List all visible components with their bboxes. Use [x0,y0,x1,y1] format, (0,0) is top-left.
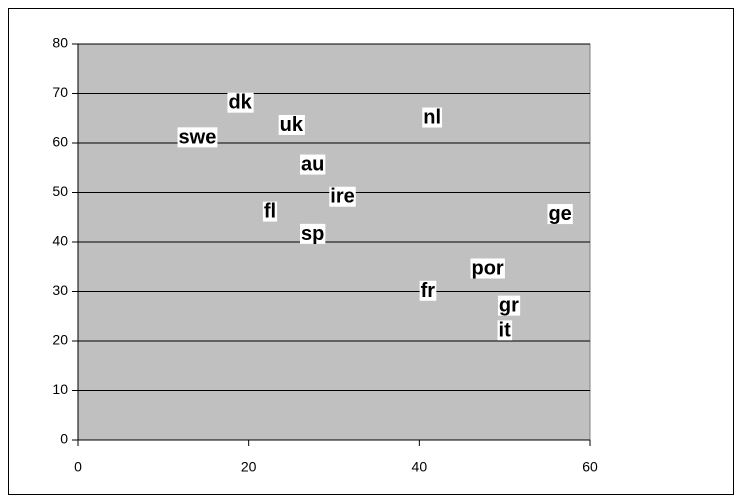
label-background [299,154,326,175]
x-tick-label: 20 [241,459,257,475]
y-tick-label: 60 [52,134,68,150]
label-background [329,186,356,207]
y-tick-label: 20 [52,332,68,348]
point-label: dk [228,92,252,114]
y-tick-label: 10 [52,381,68,397]
point: gr [497,295,521,317]
label-background [470,258,505,279]
point-label: por [471,258,503,280]
label-background [497,320,513,341]
point-label: au [301,154,324,176]
point-label: uk [280,114,304,136]
point-label: ire [330,186,354,208]
point: swe [177,126,218,148]
y-tick-label: 40 [52,233,68,249]
y-tick-label: 0 [60,431,68,447]
label-background [227,92,254,113]
label-background [547,204,573,225]
label-background [177,127,218,148]
point: ire [329,186,356,208]
label-background [278,114,305,135]
point: uk [278,114,305,136]
label-background [262,201,278,222]
y-tick-label: 30 [52,282,68,298]
point-label: swe [179,126,217,148]
x-tick-label: 40 [412,459,428,475]
point: sp [299,223,326,245]
x-tick-label: 0 [74,459,82,475]
y-tick-label: 80 [52,35,68,51]
x-tick-label: 60 [582,459,598,475]
label-background [422,107,443,128]
point: dk [227,92,254,114]
point-label: fl [264,201,276,223]
point-label: ge [548,203,571,225]
label-background [299,223,326,244]
point: ge [547,203,573,225]
point-label: gr [499,295,519,317]
point: fr [419,280,437,302]
point-label: sp [301,223,324,245]
y-tick-label: 50 [52,183,68,199]
point: fl [262,201,278,223]
point: por [470,258,505,280]
point: nl [422,107,443,129]
point: au [299,154,326,176]
point-label: nl [423,107,441,129]
y-tick-label: 70 [52,84,68,100]
point: it [497,319,513,341]
label-background [419,280,437,301]
point-label: fr [421,280,436,302]
point-label: it [499,319,512,341]
label-background [497,295,521,316]
